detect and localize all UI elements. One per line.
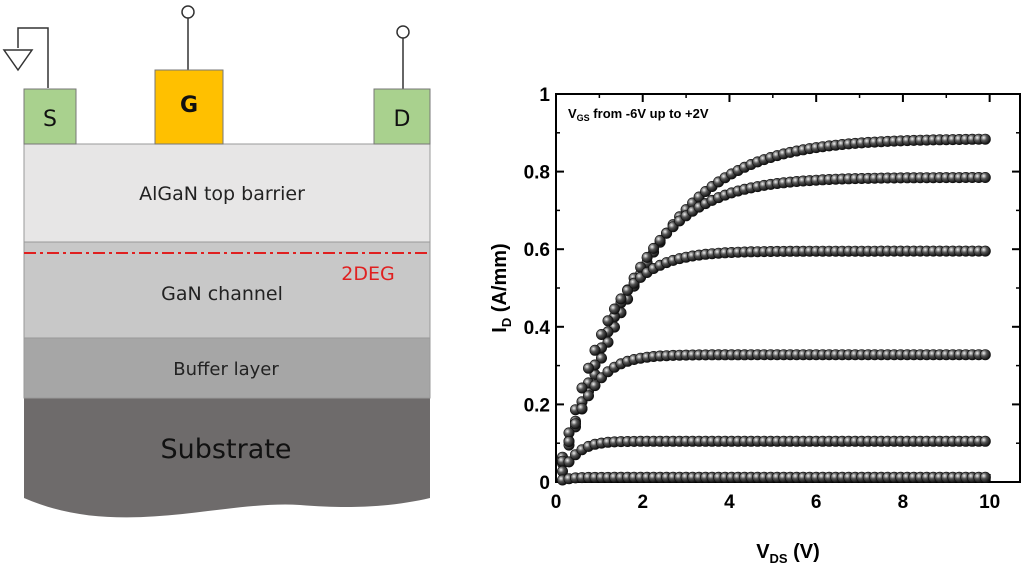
- x-tick-label: 0: [551, 492, 562, 513]
- channel-label: GaN channel: [161, 283, 283, 305]
- device-cross-section-diagram: S G D AlGaN top barrier 2DEG GaN channel…: [2, 5, 431, 518]
- y-tick-label: 0.6: [524, 240, 550, 261]
- series-5: [556, 471, 991, 486]
- twodeg-label: 2DEG: [341, 263, 394, 285]
- data-point: [589, 344, 601, 356]
- iv-characteristics-chart: 0 0.2 0.4 0.6 0.8 1 0 2 4 6 8 10 VGS from -6V up t…: [489, 85, 1021, 564]
- gate-label: G: [180, 93, 198, 118]
- drain-terminal-icon: [396, 25, 410, 90]
- series-3: [556, 349, 991, 467]
- data-point: [589, 380, 601, 392]
- data-points: [556, 133, 991, 486]
- data-point: [563, 435, 575, 447]
- data-point: [563, 456, 575, 468]
- buffer-layer: [23, 337, 431, 399]
- x-tick-label: 2: [637, 492, 648, 513]
- barrier-label: AlGaN top barrier: [139, 183, 305, 205]
- data-point: [615, 293, 627, 305]
- x-tick-label: 8: [898, 492, 909, 513]
- x-tick-label: 4: [724, 492, 735, 513]
- x-tick-label: 10: [979, 492, 1000, 513]
- data-point: [576, 402, 588, 414]
- data-point: [608, 303, 620, 315]
- data-point: [641, 251, 653, 263]
- gate-contact: [154, 69, 224, 145]
- data-point: [661, 227, 673, 239]
- y-tick-label: 0.2: [524, 395, 550, 416]
- substrate-layer: [24, 398, 430, 498]
- buffer-label: Buffer layer: [173, 359, 279, 380]
- substrate-label: Substrate: [161, 434, 292, 465]
- y-axis-label: ID (A/mm): [489, 243, 514, 332]
- series-2: [556, 245, 991, 463]
- gan-channel-layer: [23, 241, 431, 339]
- x-tick-label: 6: [811, 492, 822, 513]
- data-point: [595, 328, 607, 340]
- data-point: [648, 242, 660, 254]
- source-label: S: [43, 107, 57, 132]
- gate-terminal-icon: [181, 5, 195, 70]
- annotation-label: VGS from -6V up to +2V: [568, 106, 709, 123]
- y-tick-label: 0.4: [524, 318, 551, 339]
- algan-barrier-layer: [23, 143, 431, 243]
- data-point: [979, 172, 991, 184]
- data-point: [569, 418, 581, 430]
- data-point: [576, 382, 588, 394]
- data-point: [654, 234, 666, 246]
- drain-contact: [373, 88, 431, 145]
- data-point: [979, 435, 991, 447]
- series-4: [556, 435, 991, 477]
- data-point: [979, 245, 991, 257]
- data-point: [602, 315, 614, 327]
- data-point: [582, 362, 594, 374]
- data-point: [979, 133, 991, 145]
- y-tick-label: 1: [539, 85, 550, 106]
- drain-label: D: [394, 107, 411, 132]
- data-point: [979, 349, 991, 361]
- y-tick-label: 0.8: [524, 163, 550, 184]
- substrate-wavy-bottom: [24, 498, 430, 518]
- data-point: [979, 471, 991, 483]
- source-contact: [23, 88, 77, 145]
- y-tick-label: 0: [539, 473, 550, 494]
- x-axis-label: VDS (V): [756, 541, 820, 564]
- data-point: [622, 284, 634, 296]
- series-1: [556, 172, 991, 467]
- y-tick-labels: 0 0.2 0.4 0.6 0.8 1: [524, 85, 551, 494]
- x-tick-labels: 0 2 4 6 8 10: [551, 492, 1001, 513]
- ground-icon: [2, 27, 49, 88]
- data-point: [582, 390, 594, 402]
